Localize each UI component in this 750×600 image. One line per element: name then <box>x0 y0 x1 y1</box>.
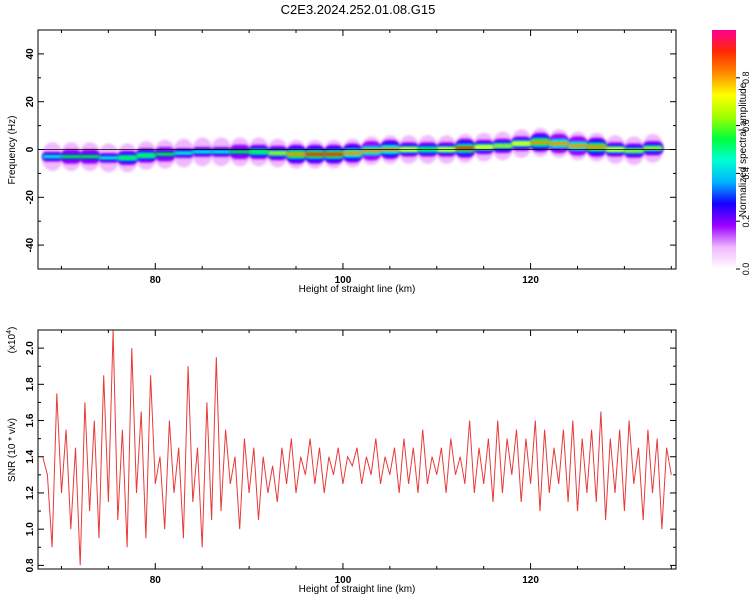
y-tick-label: 1.6 <box>25 413 36 427</box>
colorbar-tick-label: 0.2 <box>741 215 750 228</box>
heat-cell <box>211 150 231 154</box>
snr-xlabel: Height of straight line (km) <box>299 584 416 595</box>
heat-cell <box>230 150 250 154</box>
y-tick-label: -40 <box>25 237 36 252</box>
y-tick-label: 2.0 <box>25 341 36 355</box>
y-tick-label: 40 <box>25 48 36 60</box>
heat-cell <box>455 146 475 150</box>
y-tick-label: 0.8 <box>25 558 36 572</box>
heat-cell <box>192 150 213 154</box>
colorbar: 0.0 0.2 0.4 0.6 0.8 Normalized spectral ampl… <box>712 30 750 275</box>
heat-cell <box>174 151 194 155</box>
colorbar-label: Normalized spectral amplitude <box>738 82 749 217</box>
colorbar-gradient <box>712 30 736 269</box>
x-tick-label: 120 <box>522 275 539 286</box>
spectrogram-heatmap <box>38 128 676 173</box>
heat-cell <box>80 155 100 159</box>
heat-cell <box>549 141 569 146</box>
snr-frame <box>37 329 677 570</box>
x-tick-label: 80 <box>150 575 162 586</box>
heat-cell <box>568 144 588 148</box>
x-tick-label: 100 <box>335 275 352 286</box>
heat-cell <box>586 145 607 149</box>
heat-cell <box>117 156 138 160</box>
colorbar-tick-label: 0.6 <box>741 119 750 132</box>
x-tick-label: 100 <box>335 575 352 586</box>
heat-cell <box>530 140 550 144</box>
colorbar-tick-label: 0.8 <box>741 72 750 85</box>
snr-ylabel: SNR (10 * v/v) <box>7 418 18 482</box>
heat-cell <box>324 152 344 156</box>
heat-cell <box>493 144 513 148</box>
y-tick-label: 0 <box>25 146 36 152</box>
heat-cell <box>474 145 494 149</box>
heat-cell <box>267 151 288 155</box>
colorbar-tick-label: 0.0 <box>741 263 750 276</box>
heat-cell <box>342 151 363 155</box>
colorbar-ticks: 0.0 0.2 0.4 0.6 0.8 <box>736 72 750 276</box>
heat-cell <box>249 150 269 154</box>
spectrogram-ylabel: Frequency (Hz) <box>7 116 18 185</box>
x-tick-label: 80 <box>150 275 162 286</box>
heat-cell <box>136 153 156 158</box>
spectrogram-xlabel: Height of straight line (km) <box>299 284 416 295</box>
x-tick-label: 120 <box>522 575 539 586</box>
heat-cell <box>42 155 63 159</box>
heat-cell <box>286 152 306 156</box>
heat-cell <box>305 152 325 156</box>
spectrogram-panel: 80 100 120 -40 -20 0 20 40 Frequency (Hz) Heigh… <box>7 29 677 295</box>
heat-cell <box>511 141 532 146</box>
snr-series-line <box>42 329 672 566</box>
y-tick-label: 1.4 <box>25 449 36 463</box>
heat-cell <box>643 146 663 150</box>
heat-cell <box>61 155 81 159</box>
snr-exponent-label: (x104) <box>6 327 18 354</box>
spectrogram-frame <box>37 29 677 270</box>
snr-line <box>42 329 672 566</box>
heat-cell <box>99 156 119 160</box>
y-tick-label: 20 <box>25 96 36 108</box>
colorbar-tick-label: 0.4 <box>741 167 750 180</box>
snr-panel: 80 100 120 0.8 1.0 1.2 1.4 1.6 1.8 2.0 SNR (10 * … <box>6 327 677 595</box>
y-tick-label: -20 <box>25 190 36 205</box>
y-tick-label: 1.8 <box>25 377 36 391</box>
y-tick-label: 1.0 <box>25 522 36 536</box>
page-title: C2E3.2024.252.01.08.G15 <box>280 2 436 17</box>
heat-cell <box>155 152 175 156</box>
snr-ticks: 80 100 120 0.8 1.0 1.2 1.4 1.6 1.8 2.0 <box>25 330 676 586</box>
y-tick-label: 1.2 <box>25 486 36 500</box>
